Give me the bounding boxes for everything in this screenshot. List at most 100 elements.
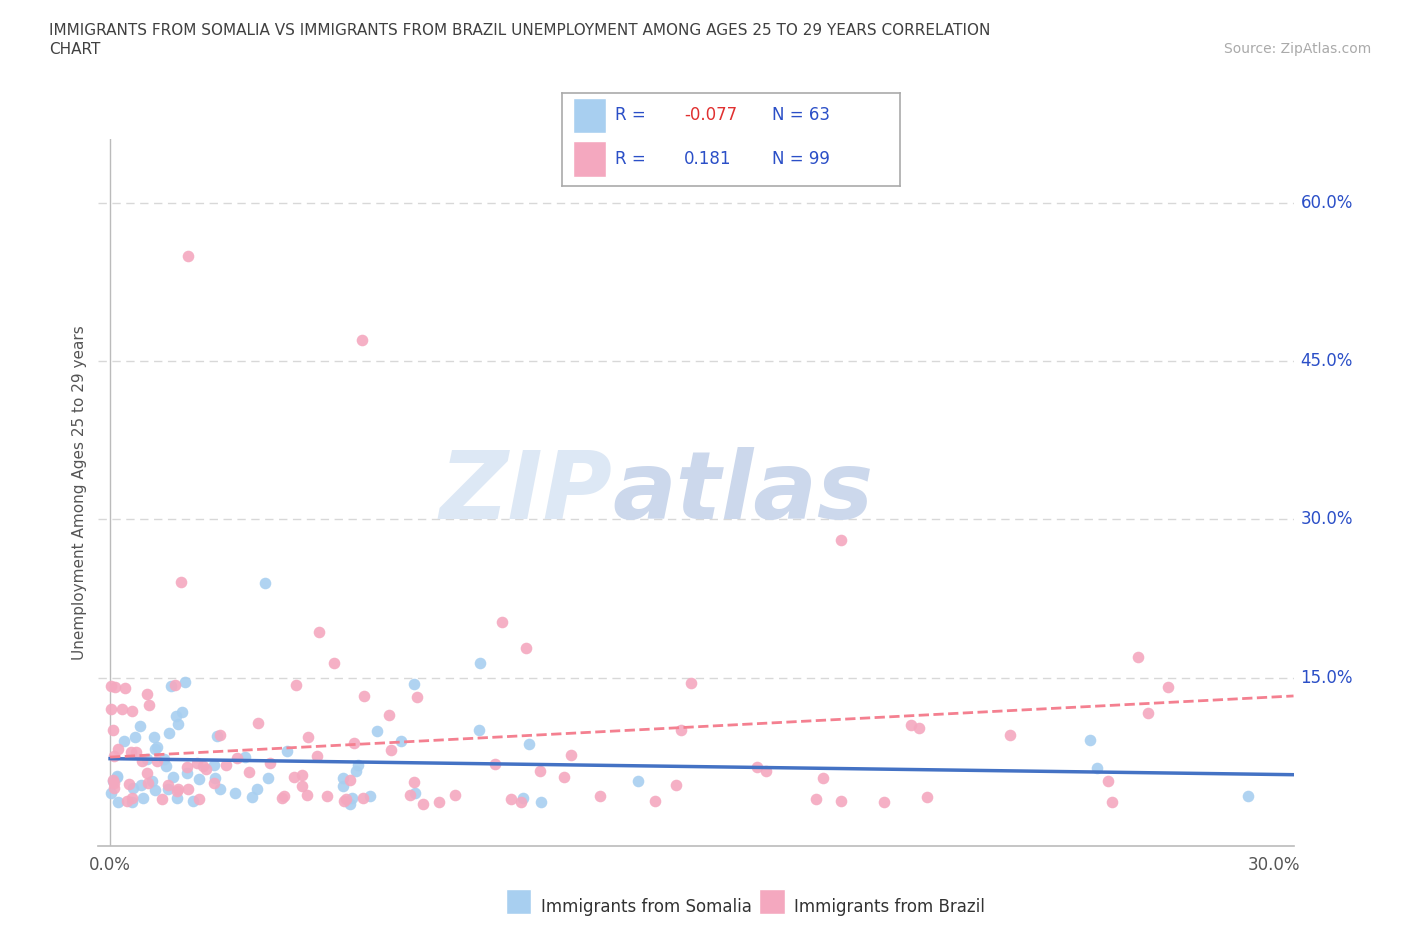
Point <box>404 775 426 790</box>
Text: 30.0%: 30.0% <box>1301 511 1353 528</box>
Point <box>224 785 246 800</box>
Point <box>163 678 186 693</box>
Point <box>166 784 188 799</box>
Text: R =: R = <box>614 150 651 168</box>
Bar <box>572 141 606 177</box>
Point <box>352 333 374 348</box>
Point <box>515 640 537 655</box>
Point <box>627 774 650 789</box>
Point <box>174 674 197 689</box>
Point <box>157 781 180 796</box>
Point <box>202 776 225 790</box>
Text: N = 63: N = 63 <box>772 106 830 125</box>
Point <box>176 782 198 797</box>
Point <box>100 678 122 693</box>
Point <box>1137 705 1160 720</box>
Text: atlas: atlas <box>612 447 873 538</box>
Point <box>297 730 319 745</box>
Point <box>155 759 177 774</box>
Point <box>308 625 330 640</box>
Point <box>112 733 135 748</box>
Point <box>187 791 209 806</box>
Point <box>166 790 188 805</box>
Point <box>157 726 180 741</box>
Text: 45.0%: 45.0% <box>1301 352 1353 370</box>
Y-axis label: Unemployment Among Ages 25 to 29 years: Unemployment Among Ages 25 to 29 years <box>72 326 87 660</box>
Point <box>181 793 204 808</box>
Point <box>107 794 129 809</box>
Point <box>900 717 922 732</box>
Point <box>103 776 125 790</box>
Text: Source: ZipAtlas.com: Source: ZipAtlas.com <box>1223 42 1371 56</box>
Point <box>136 765 159 780</box>
Point <box>100 786 122 801</box>
Point <box>399 788 422 803</box>
Point <box>186 755 208 770</box>
Point <box>669 723 692 737</box>
Point <box>208 727 231 742</box>
Point <box>512 790 534 805</box>
Point <box>276 743 298 758</box>
Point <box>165 709 187 724</box>
Point <box>246 715 269 730</box>
Point <box>332 771 354 786</box>
Point <box>389 734 412 749</box>
Point <box>427 795 450 810</box>
Point <box>589 788 612 803</box>
Point <box>665 778 688 793</box>
Point <box>246 781 269 796</box>
Point <box>143 742 166 757</box>
Point <box>124 729 146 744</box>
Point <box>412 796 434 811</box>
Point <box>378 707 401 722</box>
Point <box>340 790 363 805</box>
Point <box>204 770 226 785</box>
Point <box>284 677 307 692</box>
Point <box>135 751 157 766</box>
Point <box>404 677 426 692</box>
Point <box>141 773 163 788</box>
Point <box>270 790 292 805</box>
Point <box>238 764 260 779</box>
Point <box>176 765 198 780</box>
Point <box>1101 794 1123 809</box>
Point <box>295 788 318 803</box>
Point <box>560 747 582 762</box>
Point <box>1078 732 1101 747</box>
Point <box>100 701 122 716</box>
Point <box>107 742 129 757</box>
Point <box>131 753 153 768</box>
Point <box>103 749 125 764</box>
Point <box>305 749 328 764</box>
Point <box>333 794 356 809</box>
Point <box>470 656 492 671</box>
Point <box>115 793 138 808</box>
Point <box>332 779 354 794</box>
Point <box>143 783 166 798</box>
Text: 0.181: 0.181 <box>683 150 731 168</box>
Point <box>121 704 143 719</box>
Point <box>121 790 143 805</box>
Point <box>1237 789 1260 804</box>
Point <box>103 781 125 796</box>
Point <box>353 688 375 703</box>
Point <box>404 786 426 801</box>
Point <box>160 679 183 694</box>
Point <box>152 751 174 766</box>
Point <box>366 724 388 739</box>
Point <box>138 698 160 712</box>
Point <box>755 764 778 778</box>
Point <box>443 787 465 802</box>
Point <box>146 753 169 768</box>
Point <box>529 764 551 778</box>
Point <box>259 756 281 771</box>
Point <box>124 744 146 759</box>
Point <box>339 796 361 811</box>
Text: Immigrants from Somalia: Immigrants from Somalia <box>541 897 752 916</box>
Point <box>111 702 134 717</box>
Point <box>1097 773 1119 788</box>
Point <box>501 791 523 806</box>
Point <box>143 729 166 744</box>
Point <box>644 794 666 809</box>
Point <box>359 789 381 804</box>
